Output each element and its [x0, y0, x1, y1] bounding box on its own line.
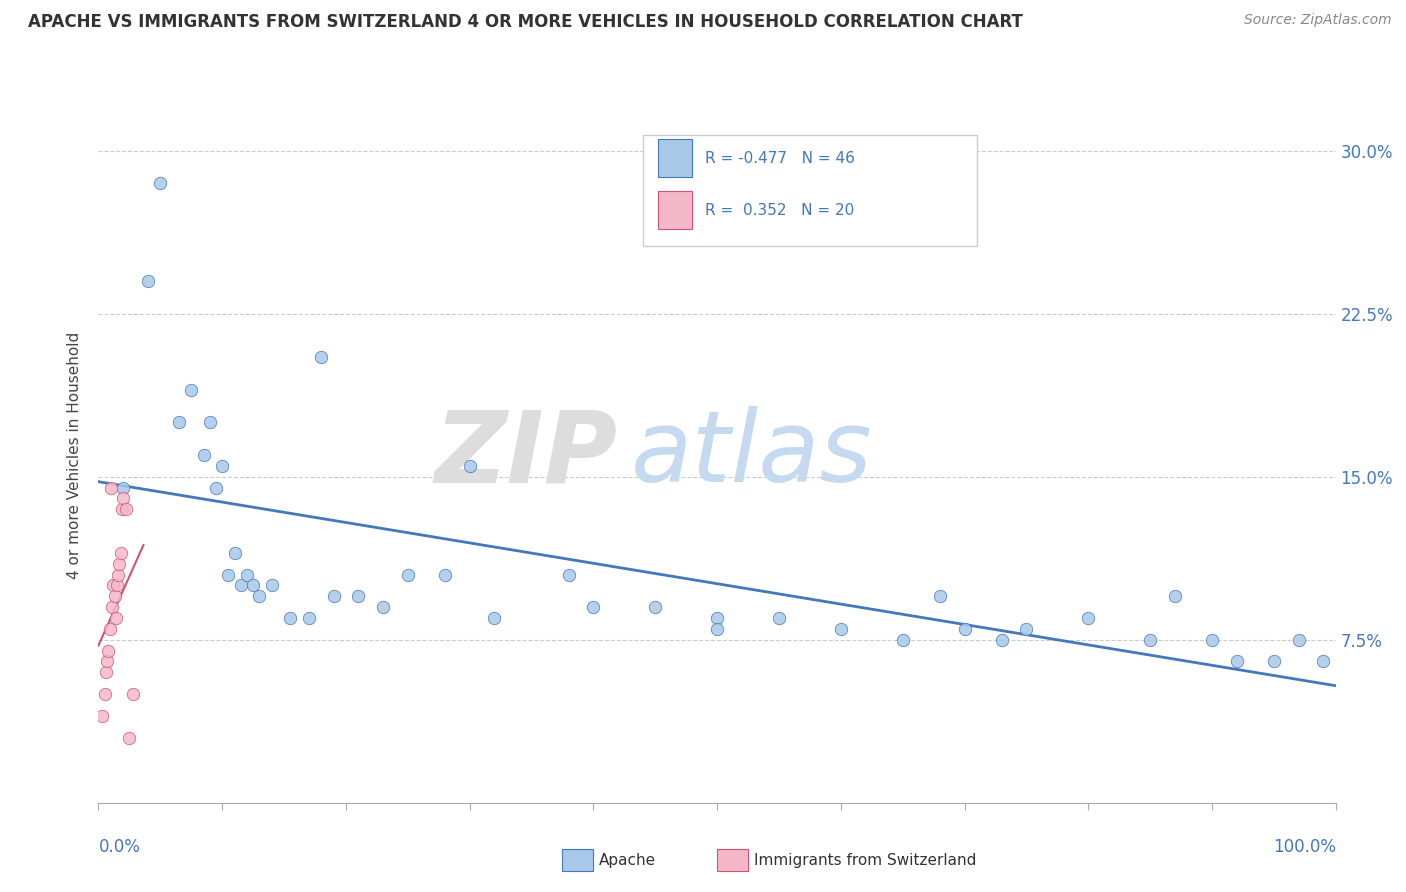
Text: Immigrants from Switzerland: Immigrants from Switzerland: [754, 854, 976, 868]
Point: [101, 600, 124, 615]
Point: [644, 600, 666, 615]
Point: [236, 567, 259, 582]
Point: [122, 687, 145, 701]
Point: [97, 643, 120, 657]
Point: [105, 578, 128, 592]
Point: [298, 611, 321, 625]
Text: Source: ZipAtlas.com: Source: ZipAtlas.com: [1244, 13, 1392, 28]
Point: [118, 731, 141, 745]
Point: [1164, 589, 1187, 603]
Point: [224, 546, 246, 560]
Point: [830, 622, 852, 636]
Text: Apache: Apache: [599, 854, 657, 868]
Point: [91, 708, 114, 723]
Point: [247, 589, 270, 603]
Point: [1201, 632, 1223, 647]
Point: [149, 176, 172, 190]
Point: [110, 546, 132, 560]
Point: [309, 350, 332, 364]
Point: [103, 578, 125, 592]
Point: [1139, 632, 1161, 647]
Point: [1015, 622, 1038, 636]
Point: [100, 481, 122, 495]
Point: [484, 611, 506, 625]
Bar: [658, 191, 692, 229]
Point: [371, 600, 394, 615]
Point: [1288, 632, 1310, 647]
Point: [768, 611, 790, 625]
Point: [136, 274, 159, 288]
Point: [1226, 655, 1249, 669]
Text: R = -0.477   N = 46: R = -0.477 N = 46: [704, 151, 855, 166]
Point: [1263, 655, 1285, 669]
Point: [953, 622, 976, 636]
Point: [114, 502, 136, 516]
Point: [217, 567, 239, 582]
Point: [990, 632, 1012, 647]
Text: 0.0%: 0.0%: [98, 838, 141, 855]
Point: [242, 578, 264, 592]
Point: [557, 567, 579, 582]
Point: [706, 622, 728, 636]
Text: atlas: atlas: [630, 407, 872, 503]
Point: [229, 578, 252, 592]
Point: [103, 589, 125, 603]
Point: [582, 600, 605, 615]
Point: [108, 557, 131, 571]
Text: ZIP: ZIP: [434, 407, 619, 503]
Point: [104, 611, 127, 625]
Point: [1312, 655, 1334, 669]
Point: [706, 611, 728, 625]
Point: [198, 415, 221, 429]
Point: [396, 567, 419, 582]
Point: [1077, 611, 1099, 625]
Point: [112, 491, 135, 506]
Point: [260, 578, 283, 592]
Point: [96, 655, 118, 669]
Point: [180, 383, 202, 397]
Point: [322, 589, 344, 603]
Point: [928, 589, 950, 603]
Point: [458, 458, 481, 473]
Point: [891, 632, 914, 647]
Point: [107, 567, 129, 582]
Point: [111, 502, 134, 516]
Point: [167, 415, 190, 429]
Point: [93, 687, 115, 701]
Point: [205, 481, 228, 495]
Point: [211, 458, 233, 473]
Text: 100.0%: 100.0%: [1272, 838, 1336, 855]
Point: [278, 611, 301, 625]
Point: [94, 665, 117, 680]
Point: [347, 589, 370, 603]
Point: [433, 567, 456, 582]
Point: [193, 448, 215, 462]
Point: [112, 481, 135, 495]
Point: [98, 622, 121, 636]
Y-axis label: 4 or more Vehicles in Household: 4 or more Vehicles in Household: [67, 331, 83, 579]
Text: R =  0.352   N = 20: R = 0.352 N = 20: [704, 202, 853, 218]
Text: APACHE VS IMMIGRANTS FROM SWITZERLAND 4 OR MORE VEHICLES IN HOUSEHOLD CORRELATIO: APACHE VS IMMIGRANTS FROM SWITZERLAND 4 …: [28, 13, 1024, 31]
Bar: [658, 139, 692, 178]
Bar: [643, 135, 977, 246]
